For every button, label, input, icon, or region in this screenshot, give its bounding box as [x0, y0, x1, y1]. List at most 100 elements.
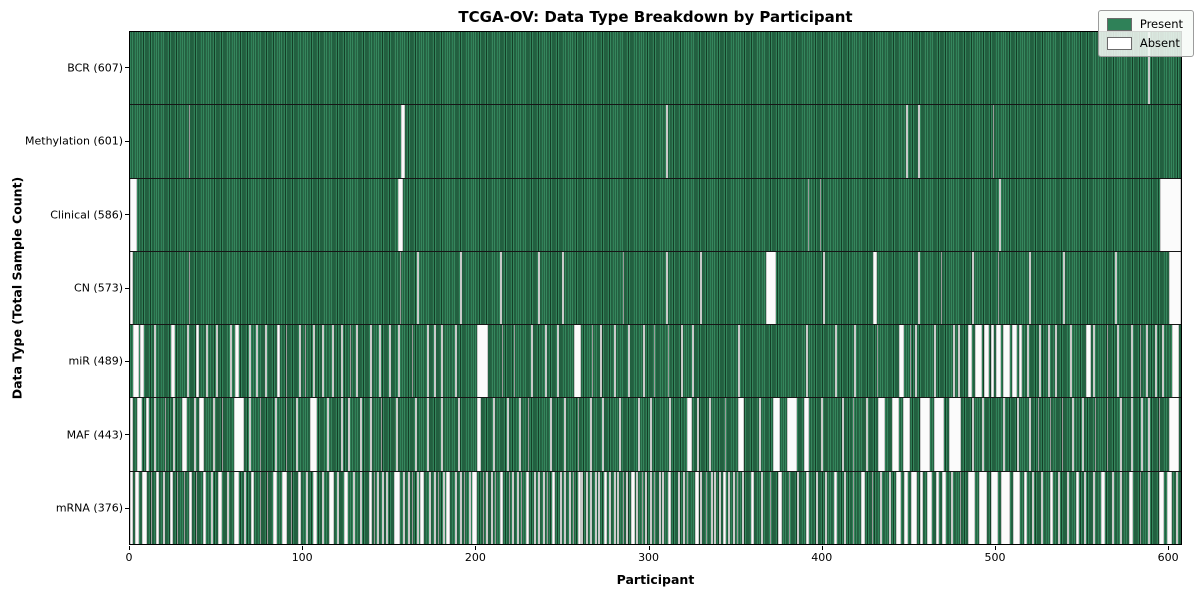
x-tick-mark	[129, 546, 130, 550]
absent-stripe	[722, 471, 727, 544]
absent-stripe	[650, 471, 653, 544]
absent-stripe	[188, 105, 191, 178]
absent-stripe	[622, 471, 625, 544]
absent-stripe	[899, 325, 905, 398]
absent-stripe	[1148, 32, 1150, 105]
absent-stripe	[136, 398, 143, 471]
absent-stripe	[843, 471, 846, 544]
absent-stripe	[183, 471, 186, 544]
legend: Present Absent	[1097, 10, 1194, 57]
absent-stripe	[206, 325, 208, 398]
absent-stripe	[230, 325, 232, 398]
y-tick-label-bcr: BCR (607)	[67, 61, 123, 75]
absent-stripe	[477, 325, 488, 398]
absent-stripe	[733, 471, 735, 544]
absent-stripe	[971, 251, 974, 325]
heatmap-row-cn	[130, 250, 1181, 325]
absent-stripe	[942, 471, 946, 544]
absent-stripe	[741, 471, 744, 544]
heatmap-row-clinical	[130, 177, 1181, 251]
absent-stripe	[273, 471, 277, 544]
absent-stripe	[835, 325, 837, 398]
absent-stripe	[1115, 251, 1118, 325]
absent-stripe	[574, 325, 582, 398]
absent-stripe	[249, 398, 251, 471]
absent-stripe	[551, 471, 556, 544]
x-tick-label-300: 300	[638, 551, 660, 564]
absent-stripe	[665, 105, 668, 178]
absent-stripe	[537, 471, 540, 544]
absent-stripe	[193, 398, 196, 471]
absent-stripe	[1085, 325, 1092, 398]
absent-stripe	[833, 471, 837, 544]
absent-stripe	[1092, 471, 1095, 544]
absent-stripe	[1117, 325, 1119, 398]
absent-stripe	[773, 398, 780, 471]
absent-stripe	[1049, 471, 1054, 544]
absent-stripe	[370, 398, 372, 471]
absent-stripe	[477, 398, 481, 471]
x-tick-label-100: 100	[291, 551, 313, 564]
absent-stripe	[512, 471, 514, 544]
absent-stripe	[876, 325, 879, 398]
absent-stripe	[681, 325, 684, 398]
absent-stripe	[411, 471, 414, 544]
absent-stripe	[306, 471, 309, 544]
absent-stripe	[321, 471, 324, 544]
absent-stripe	[990, 325, 995, 398]
absent-stripe	[259, 471, 262, 544]
absent-stripe	[501, 325, 504, 398]
y-tick-mark	[125, 360, 129, 362]
absent-stripe	[297, 471, 302, 544]
absent-stripe	[546, 471, 549, 544]
absent-stripe	[340, 398, 343, 471]
absent-stripe	[1082, 398, 1085, 471]
absent-stripe	[327, 398, 329, 471]
absent-stripe	[382, 471, 385, 544]
heatmap-row-maf	[130, 397, 1181, 471]
heatmap-row-methylation	[130, 104, 1181, 178]
absent-stripe	[1120, 398, 1123, 471]
absent-stripe	[1032, 471, 1035, 544]
absent-stripe	[996, 325, 1002, 398]
absent-stripe	[999, 178, 1002, 251]
absent-stripe	[195, 471, 198, 544]
absent-stripe	[499, 471, 504, 544]
absent-stripe	[631, 471, 635, 544]
absent-stripe	[233, 398, 245, 471]
absent-stripe	[399, 251, 402, 325]
absent-stripe	[264, 325, 267, 398]
absent-stripe	[824, 471, 827, 544]
absent-stripe	[626, 471, 628, 544]
absent-stripe	[415, 398, 417, 471]
absent-stripe	[486, 471, 488, 544]
absent-stripe	[686, 398, 692, 471]
absent-stripe	[816, 471, 818, 544]
absent-stripe	[1106, 398, 1109, 471]
absent-stripe	[788, 471, 791, 544]
absent-stripe	[1047, 325, 1050, 398]
absent-stripe	[696, 398, 699, 471]
absent-stripe	[1066, 471, 1069, 544]
absent-stripe	[494, 471, 497, 544]
absent-stripe	[434, 471, 436, 544]
absent-stripe	[1075, 471, 1079, 544]
absent-stripe	[997, 251, 1000, 325]
absent-stripe	[709, 398, 711, 471]
absent-stripe	[919, 398, 931, 471]
y-tick-mark	[125, 67, 129, 69]
legend-entry-absent: Absent	[1106, 36, 1183, 50]
absent-stripe	[187, 325, 189, 398]
heatmap-row-bcr	[130, 32, 1181, 105]
absent-stripe	[861, 471, 865, 544]
absent-stripe	[1040, 471, 1043, 544]
absent-stripe	[1139, 325, 1142, 398]
y-tick-label-mrna: mRNA (376)	[55, 501, 123, 515]
absent-stripe	[854, 325, 856, 398]
absent-stripe	[638, 398, 640, 471]
absent-stripe	[1155, 325, 1157, 398]
absent-stripe	[441, 325, 443, 398]
absent-stripe	[378, 325, 381, 398]
absent-stripe	[700, 251, 703, 325]
absent-stripe	[352, 471, 355, 544]
